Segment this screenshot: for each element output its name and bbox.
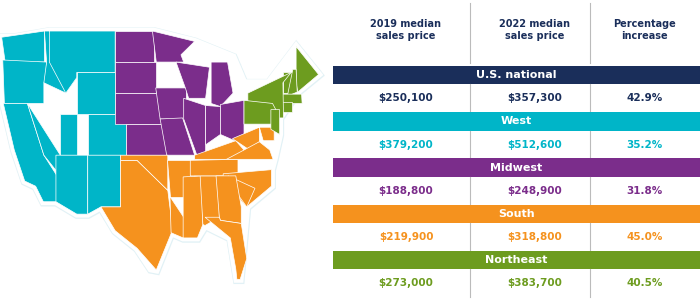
Polygon shape — [116, 31, 153, 62]
Text: 40.5%: 40.5% — [626, 278, 663, 288]
Text: U.S. national: U.S. national — [476, 70, 556, 80]
Text: $357,300: $357,300 — [508, 93, 562, 103]
Text: 42.9%: 42.9% — [626, 93, 663, 103]
Polygon shape — [200, 176, 219, 226]
Polygon shape — [101, 160, 173, 270]
Polygon shape — [183, 98, 206, 155]
Polygon shape — [160, 118, 195, 155]
Text: $512,600: $512,600 — [508, 140, 562, 149]
Text: $273,000: $273,000 — [379, 278, 433, 288]
Text: $188,800: $188,800 — [379, 186, 433, 196]
Polygon shape — [249, 127, 274, 141]
Polygon shape — [206, 106, 220, 145]
Polygon shape — [3, 60, 47, 103]
Polygon shape — [190, 159, 238, 176]
Polygon shape — [60, 114, 77, 155]
Text: $379,200: $379,200 — [379, 140, 433, 149]
Text: West: West — [500, 116, 532, 126]
Text: Northeast: Northeast — [485, 255, 547, 265]
Polygon shape — [195, 141, 244, 159]
FancyBboxPatch shape — [332, 205, 700, 223]
Polygon shape — [1, 31, 44, 64]
Polygon shape — [223, 170, 272, 207]
Text: South: South — [498, 209, 535, 219]
Text: Percentage
increase: Percentage increase — [613, 19, 676, 41]
Text: 45.0%: 45.0% — [626, 232, 663, 242]
Polygon shape — [1, 31, 318, 279]
Polygon shape — [27, 103, 60, 176]
FancyBboxPatch shape — [332, 158, 700, 177]
Polygon shape — [287, 69, 298, 96]
Polygon shape — [248, 72, 291, 124]
Polygon shape — [205, 217, 247, 279]
Polygon shape — [50, 31, 116, 93]
Polygon shape — [283, 72, 293, 93]
Text: $383,700: $383,700 — [508, 278, 562, 288]
Text: Midwest: Midwest — [490, 163, 542, 172]
Polygon shape — [2, 31, 319, 280]
Polygon shape — [44, 31, 77, 93]
Text: 35.2%: 35.2% — [626, 140, 663, 149]
Polygon shape — [153, 31, 195, 62]
Text: $318,800: $318,800 — [508, 232, 562, 242]
Polygon shape — [126, 124, 167, 155]
Polygon shape — [4, 103, 57, 202]
Polygon shape — [170, 196, 199, 238]
Polygon shape — [271, 110, 280, 134]
Text: $250,100: $250,100 — [379, 93, 433, 103]
Polygon shape — [88, 114, 126, 155]
Polygon shape — [281, 102, 292, 112]
Polygon shape — [176, 62, 209, 98]
Polygon shape — [120, 155, 168, 190]
Text: $219,900: $219,900 — [379, 232, 433, 242]
Polygon shape — [227, 142, 273, 159]
Polygon shape — [232, 127, 260, 150]
Text: 2022 median
sales price: 2022 median sales price — [499, 19, 570, 41]
Polygon shape — [116, 93, 163, 124]
Polygon shape — [211, 62, 233, 106]
Polygon shape — [228, 176, 255, 207]
Polygon shape — [2, 32, 319, 280]
Polygon shape — [2, 32, 319, 280]
FancyBboxPatch shape — [332, 112, 700, 131]
Polygon shape — [220, 100, 244, 141]
FancyBboxPatch shape — [332, 251, 700, 269]
FancyBboxPatch shape — [332, 66, 700, 85]
Text: 2019 median
sales price: 2019 median sales price — [370, 19, 442, 41]
Polygon shape — [296, 46, 318, 92]
Polygon shape — [155, 88, 186, 120]
Polygon shape — [216, 176, 242, 224]
Polygon shape — [88, 155, 120, 214]
Polygon shape — [56, 155, 88, 214]
Text: 31.8%: 31.8% — [626, 186, 663, 196]
Text: $248,900: $248,900 — [508, 186, 562, 196]
Polygon shape — [167, 160, 194, 196]
Polygon shape — [244, 100, 276, 124]
Polygon shape — [77, 72, 116, 114]
Polygon shape — [282, 94, 302, 104]
Polygon shape — [183, 176, 203, 238]
Polygon shape — [116, 62, 156, 93]
